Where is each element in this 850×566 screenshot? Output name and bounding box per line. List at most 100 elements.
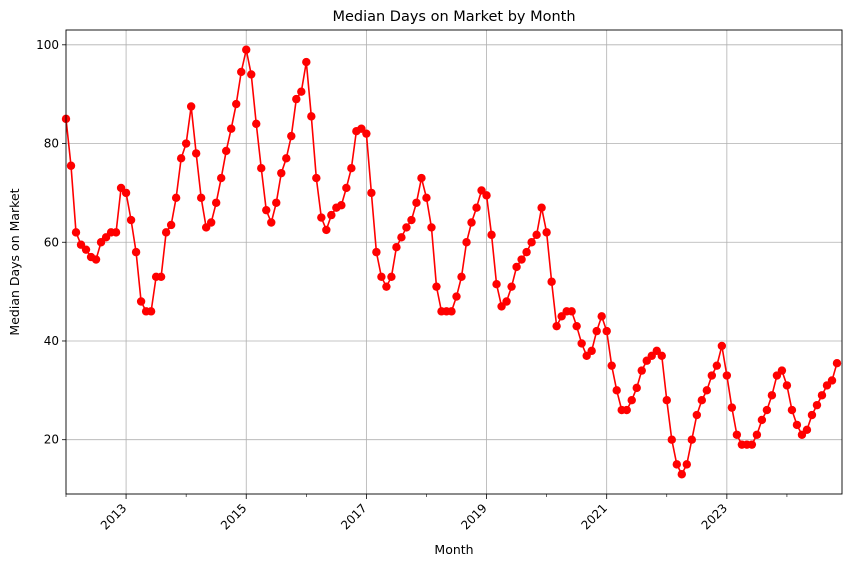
data-point (181, 139, 191, 148)
data-point (692, 410, 702, 420)
data-point (817, 391, 827, 400)
data-point (517, 255, 526, 264)
data-point (191, 149, 201, 158)
data-point (492, 280, 501, 289)
data-point (161, 228, 171, 237)
data-point (322, 225, 331, 235)
data-point (272, 198, 281, 207)
x-tick-label: 2021 (578, 501, 609, 532)
data-point (587, 346, 596, 356)
data-point (267, 218, 276, 227)
data-point (327, 210, 336, 220)
data-point (792, 420, 802, 430)
data-point (432, 282, 441, 291)
data-point (467, 218, 476, 227)
data-point (592, 326, 601, 336)
data-point (302, 57, 311, 67)
data-point (342, 183, 351, 193)
data-point (462, 238, 471, 247)
data-point (452, 292, 461, 301)
x-tick-label: 2019 (458, 501, 489, 532)
data-point (827, 376, 837, 385)
series-line (65, 48, 838, 476)
data-point (242, 45, 251, 54)
data-point (487, 230, 496, 240)
data-point (482, 191, 491, 200)
data-point (682, 460, 691, 469)
data-point (757, 415, 767, 425)
y-tick-label: 80 (44, 137, 59, 151)
data-point (71, 228, 81, 237)
data-point (111, 228, 121, 237)
data-point (787, 405, 797, 415)
data-point (832, 358, 842, 368)
data-point (81, 245, 91, 254)
data-point (622, 405, 631, 415)
data-point (397, 233, 406, 242)
x-tick-label: 2017 (338, 501, 369, 532)
data-point (702, 386, 712, 395)
data-point (297, 87, 306, 96)
data-point (697, 396, 707, 405)
data-point (136, 297, 146, 306)
data-point (412, 198, 421, 207)
data-point (707, 371, 717, 380)
data-point (382, 282, 391, 291)
data-point (277, 168, 286, 178)
data-point (567, 307, 576, 316)
data-point (312, 173, 321, 183)
data-point (377, 272, 386, 282)
data-point (762, 405, 772, 415)
data-point (171, 193, 181, 203)
data-point (126, 215, 136, 225)
data-point (257, 164, 266, 173)
data-point (552, 321, 561, 331)
x-tick-label: 2013 (98, 501, 129, 532)
plot-frame (65, 29, 843, 495)
data-point (362, 129, 371, 138)
data-point (317, 213, 326, 222)
data-point (507, 282, 516, 291)
data-point (612, 386, 621, 395)
data-point (752, 430, 762, 439)
y-tick-label: 20 (44, 433, 59, 447)
data-point (367, 188, 376, 198)
data-point (262, 205, 271, 215)
data-point (121, 188, 131, 198)
data-point (247, 70, 256, 79)
data-point (387, 272, 396, 282)
data-point (422, 193, 431, 203)
y-tick-label: 40 (44, 334, 59, 348)
data-point (632, 383, 641, 393)
chart-title: Median Days on Market by Month (332, 9, 575, 25)
data-point (667, 435, 676, 444)
data-point (812, 400, 822, 410)
data-point (447, 307, 456, 316)
data-point (252, 119, 261, 128)
data-point (677, 470, 686, 479)
data-point (802, 425, 812, 435)
data-point (287, 131, 296, 141)
data-point (547, 277, 556, 286)
data-point (657, 351, 666, 360)
data-point (91, 255, 101, 264)
data-point (407, 215, 416, 225)
data-point (607, 361, 616, 370)
data-point (747, 440, 757, 449)
data-point (232, 99, 241, 109)
data-point (206, 218, 216, 227)
data-point (537, 203, 546, 212)
data-point (602, 326, 611, 336)
data-point (427, 223, 436, 232)
data-point (777, 366, 787, 375)
data-point (292, 94, 301, 104)
data-point (637, 366, 646, 375)
data-point (457, 272, 466, 282)
data-point (282, 154, 291, 163)
data-point (672, 460, 681, 469)
data-point (597, 312, 606, 321)
data-point (307, 112, 316, 121)
data-point (227, 124, 236, 133)
